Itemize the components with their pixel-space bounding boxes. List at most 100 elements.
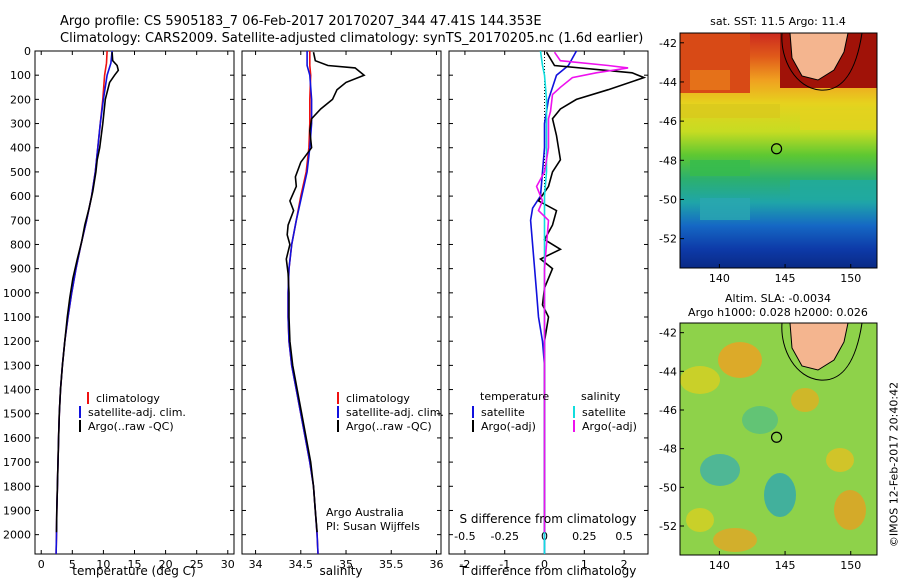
sst-map-field (680, 33, 877, 268)
x-tick-label: -2 (459, 558, 470, 571)
y-tick-label: 1500 (3, 408, 31, 421)
sst-map-title: sat. SST: 11.5 Argo: 11.4 (710, 15, 846, 28)
map-y-tick-label: -52 (659, 233, 677, 246)
y-tick-label: 100 (10, 69, 31, 82)
y-tick-label: 1300 (3, 359, 31, 372)
x-tick-label: 35.5 (379, 558, 404, 571)
temperature-legend: climatology satellite-adj. clim. Argo(..… (79, 392, 186, 433)
y-tick-label: 1000 (3, 287, 31, 300)
sla-map-frame (679, 322, 878, 556)
salinity-axes (241, 50, 442, 555)
map-y-tick-label: -50 (659, 481, 677, 494)
legend-argo-s: Argo(-adj) (582, 420, 637, 433)
series-line-satellite-adj-clim- (287, 51, 319, 555)
title-line-2: Climatology: CARS2009. Satellite-adjuste… (60, 31, 643, 46)
sla-map-title-2: Argo h1000: 0.028 h2000: 0.026 (688, 306, 868, 319)
map-x-tick-label: 150 (840, 272, 861, 285)
y-tick-label: 300 (10, 118, 31, 131)
x-tick-label: 0 (38, 558, 45, 571)
map-y-tick-label: -42 (659, 327, 677, 340)
x-tick-label: 0 (541, 558, 548, 571)
top-x-tick-label: 0.5 (615, 530, 633, 543)
temperature-axes (34, 50, 235, 555)
map-y-tick-label: -44 (659, 365, 677, 378)
map-y-tick-label: -50 (659, 193, 677, 206)
y-tick-label: 700 (10, 214, 31, 227)
map-y-tick-label: -46 (659, 115, 677, 128)
y-tick-label: 800 (10, 238, 31, 251)
difference-xlabel: T difference from climatology (459, 564, 637, 578)
map-x-tick-label: 150 (840, 559, 861, 572)
x-tick-label: 25 (190, 558, 204, 571)
series-line-argo-adj- (535, 51, 629, 533)
y-tick-label: 500 (10, 166, 31, 179)
x-tick-label: 1 (581, 558, 588, 571)
x-tick-label: 30 (221, 558, 235, 571)
salinity-legend-argo: Argo(..raw -QC) (346, 420, 432, 433)
y-tick-label: 1100 (3, 311, 31, 324)
credit-line-1: Argo Australia (326, 506, 404, 519)
x-tick-label: 34 (249, 558, 263, 571)
x-tick-label: 5 (69, 558, 76, 571)
salinity-xlabel: salinity (319, 564, 362, 578)
top-x-tick-label: 0.25 (572, 530, 597, 543)
copyright-text: ©IMOS 12-Feb-2017 20:40:42 (887, 381, 900, 548)
sla-map-ticks: 140 145 150 -42 -44 -46 -48 -50 -52 (659, 327, 861, 572)
map-y-tick-label: -46 (659, 404, 677, 417)
series-line-satellite-adj-clim- (55, 50, 113, 555)
map-y-tick-label: -48 (659, 443, 677, 456)
y-tick-label: 1700 (3, 456, 31, 469)
sst-map-ticks: 140 145 150 -42 -44 -46 -48 -50 -52 (659, 37, 861, 285)
credit-line-2: PI: Susan Wijffels (326, 520, 420, 533)
sst-map-frame (679, 32, 878, 269)
temperature-legend-argo: Argo(..raw -QC) (88, 420, 174, 433)
map-x-tick-label: 140 (709, 272, 730, 285)
legend-argo-t: Argo(-adj) (481, 420, 536, 433)
y-tick-label: 1600 (3, 432, 31, 445)
temperature-legend-satellite: satellite-adj. clim. (88, 406, 186, 419)
salinity-legend: climatology satellite-adj. clim. Argo(..… (337, 392, 444, 433)
map-y-tick-label: -48 (659, 154, 677, 167)
y-tick-label: 400 (10, 142, 31, 155)
temperature-legend-climatology: climatology (96, 392, 160, 405)
x-tick-label: 15 (128, 558, 142, 571)
top-x-tick-label: -0.25 (490, 530, 518, 543)
series-line-argo-raw-qc- (285, 52, 366, 533)
x-tick-label: -1 (499, 558, 510, 571)
map-x-tick-label: 140 (709, 559, 730, 572)
y-tick-label: 0 (24, 45, 31, 58)
title-line-1: Argo profile: CS 5905183_7 06-Feb-2017 2… (60, 14, 542, 29)
series-line-climatology (287, 51, 319, 555)
sla-map-title-1: Altim. SLA: -0.0034 (725, 292, 831, 305)
map-x-tick-label: 145 (775, 559, 796, 572)
sla-float-marker (770, 431, 783, 443)
x-tick-label: 35 (339, 558, 353, 571)
difference-legend: temperature salinity satellite Argo(-adj… (472, 390, 637, 433)
x-tick-label: 36 (429, 558, 443, 571)
series-line-argo-raw-qc- (55, 52, 120, 533)
difference-top-xlabel: S difference from climatology (460, 512, 637, 526)
temperature-xlabel: temperature (deg C) (72, 564, 195, 578)
sla-map-field (680, 323, 877, 555)
y-tick-label: 1900 (3, 504, 31, 517)
difference-axes (448, 50, 649, 555)
y-tick-label: 1800 (3, 480, 31, 493)
salinity-legend-satellite: satellite-adj. clim. (346, 406, 444, 419)
salinity-legend-climatology: climatology (346, 392, 410, 405)
map-y-tick-label: -52 (659, 520, 677, 533)
legend-header-temperature: temperature (480, 390, 549, 403)
top-x-tick-label: -0.5 (454, 530, 475, 543)
map-y-tick-label: -42 (659, 37, 677, 50)
y-tick-label: 1200 (3, 335, 31, 348)
y-tick-label: 900 (10, 263, 31, 276)
x-tick-label: 20 (159, 558, 173, 571)
legend-satellite-s: satellite (582, 406, 626, 419)
x-tick-label: 10 (96, 558, 110, 571)
y-tick-label: 200 (10, 93, 31, 106)
map-x-tick-label: 145 (775, 272, 796, 285)
map-y-tick-label: -44 (659, 76, 677, 89)
series-line-argo-adj- (537, 51, 647, 533)
legend-header-salinity: salinity (581, 390, 621, 403)
axis-ticks: 0 5 10 15 20 25 300100200300400500600700800900… (3, 45, 648, 571)
